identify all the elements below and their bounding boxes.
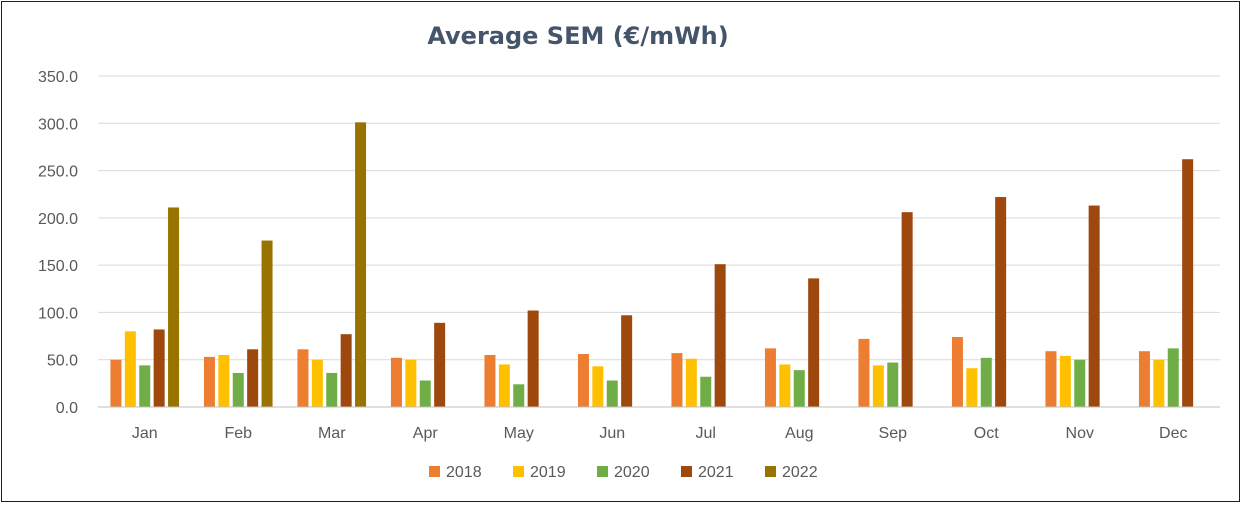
legend-swatch-2018: [429, 466, 440, 477]
bar-2020-nov: [1074, 359, 1086, 407]
bar-2021-apr: [434, 322, 446, 407]
legend-label-2021: 2021: [698, 464, 734, 481]
bar-2020-sep: [887, 362, 899, 407]
bar-2022-jan: [168, 207, 180, 407]
bar-2021-sep: [901, 212, 913, 407]
bar-2019-feb: [218, 354, 230, 407]
x-tick-label: Feb: [224, 425, 252, 442]
bar-2021-nov: [1088, 205, 1100, 407]
bar-2019-apr: [405, 359, 417, 407]
x-tick-label: Sep: [879, 425, 908, 442]
gridlines: [98, 75, 1220, 361]
bar-2020-apr: [419, 380, 431, 407]
y-tick-label: 350.0: [38, 69, 78, 86]
bar-2019-dec: [1153, 359, 1165, 407]
bar-2019-mar: [311, 359, 323, 407]
bar-2020-may: [513, 384, 525, 407]
bar-2020-oct: [980, 357, 992, 407]
legend-swatch-2020: [597, 466, 608, 477]
x-tick-label: Oct: [974, 425, 999, 442]
bar-2022-feb: [261, 240, 273, 407]
x-tick-label: May: [504, 425, 534, 442]
x-tick-label: Mar: [318, 425, 346, 442]
bar-2020-aug: [793, 370, 805, 407]
bar-2019-jun: [592, 366, 604, 407]
bar-2018-sep: [858, 338, 870, 407]
x-tick-label: Aug: [785, 425, 813, 442]
bar-2018-feb: [203, 356, 215, 407]
bar-2019-oct: [966, 368, 978, 407]
legend-label-2019: 2019: [530, 464, 566, 481]
y-tick-label: 100.0: [38, 305, 78, 322]
bar-2021-may: [527, 310, 539, 407]
bar-2018-apr: [390, 357, 402, 407]
bar-2018-oct: [951, 337, 963, 407]
y-tick-label: 0.0: [56, 400, 78, 417]
chart-title: Average SEM (€/mWh): [427, 22, 728, 50]
bar-2022-mar: [355, 122, 367, 407]
y-axis-ticks: 0.0 50.0 100.0 150.0 200.0 250.0 300.0 350.0: [38, 69, 78, 417]
bar-2020-mar: [326, 372, 338, 407]
bar-2021-dec: [1182, 159, 1194, 407]
bar-2019-aug: [779, 364, 791, 407]
bar-2018-jan: [110, 359, 122, 407]
legend-label-2020: 2020: [614, 464, 650, 481]
legend-swatch-2022: [765, 466, 776, 477]
bar-2021-aug: [808, 278, 820, 407]
bar-2021-mar: [340, 334, 352, 407]
bar-2021-jul: [714, 264, 726, 407]
bar-2021-feb: [247, 349, 259, 407]
bars: [110, 122, 1194, 407]
bar-2018-aug: [764, 348, 776, 407]
x-tick-label: Apr: [413, 425, 439, 442]
bar-2020-jun: [606, 380, 618, 407]
bar-2018-dec: [1138, 351, 1150, 407]
bar-2018-may: [484, 354, 496, 407]
legend-swatch-2021: [681, 466, 692, 477]
bar-2019-may: [498, 364, 510, 407]
x-tick-label: Dec: [1159, 425, 1187, 442]
y-tick-label: 250.0: [38, 164, 78, 181]
x-tick-label: Jul: [696, 425, 716, 442]
bar-2020-feb: [232, 372, 244, 407]
bar-2021-oct: [995, 197, 1007, 407]
bar-2020-jan: [139, 365, 151, 407]
bar-2020-jul: [700, 376, 712, 407]
x-tick-label: Jun: [599, 425, 625, 442]
bar-2021-jan: [153, 329, 165, 407]
bar-2020-dec: [1167, 348, 1179, 407]
legend-label-2018: 2018: [446, 464, 482, 481]
bar-2019-jul: [685, 358, 697, 407]
y-tick-label: 50.0: [47, 353, 78, 370]
bar-2018-mar: [297, 349, 309, 407]
y-tick-label: 300.0: [38, 116, 78, 133]
bar-2018-jul: [671, 353, 683, 407]
legend-label-2022: 2022: [782, 464, 818, 481]
bar-2019-nov: [1059, 355, 1071, 407]
x-tick-label: Nov: [1066, 425, 1094, 442]
bar-2019-jan: [124, 331, 136, 407]
bar-2019-sep: [872, 365, 884, 407]
legend: 2018 2019 2020 2021 2022: [429, 464, 818, 481]
y-tick-label: 150.0: [38, 258, 78, 275]
x-tick-label: Jan: [132, 425, 158, 442]
bar-2021-jun: [621, 315, 633, 407]
bar-2018-jun: [577, 354, 589, 407]
x-axis-ticks: Jan Feb Mar Apr May Jun Jul Aug Sep Oct Nov Dec: [132, 425, 1188, 442]
y-tick-label: 200.0: [38, 211, 78, 228]
legend-swatch-2019: [513, 466, 524, 477]
bar-2018-nov: [1045, 351, 1057, 407]
